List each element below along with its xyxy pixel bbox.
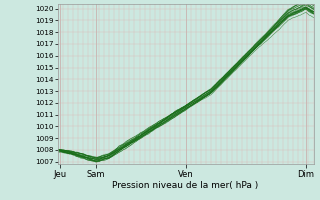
X-axis label: Pression niveau de la mer( hPa ): Pression niveau de la mer( hPa ) [112, 181, 259, 190]
